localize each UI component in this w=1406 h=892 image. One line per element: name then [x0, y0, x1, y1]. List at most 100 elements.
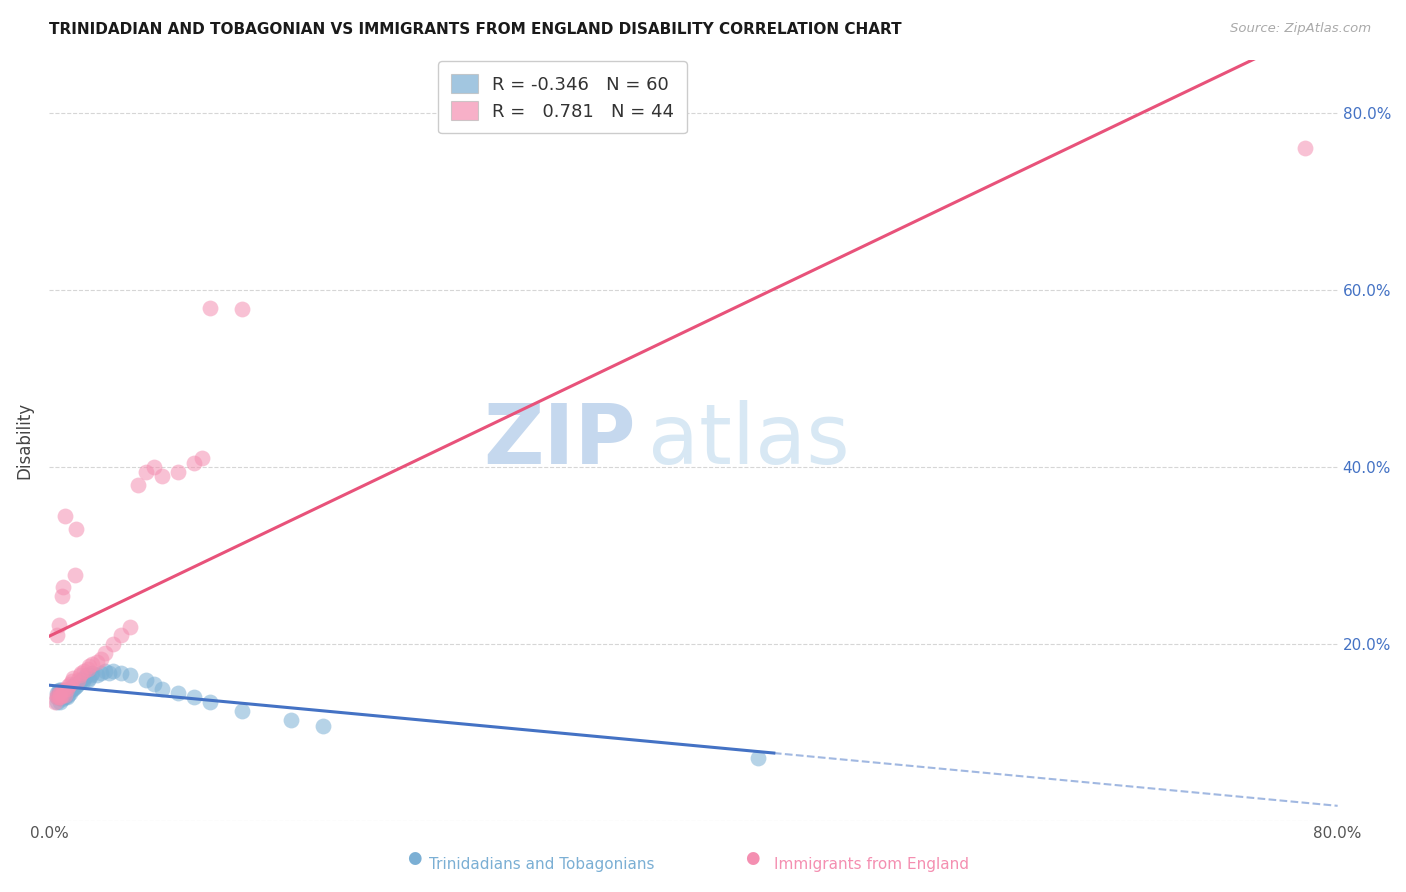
Point [59, 677, 82, 691]
Point [77, 659, 100, 673]
Point [48, 690, 70, 705]
Point [49, 695, 72, 709]
Point [80, 668, 103, 682]
Point [118, 668, 141, 682]
Point [76, 673, 98, 687]
Point [51, 692, 73, 706]
Point [110, 628, 132, 642]
Point [51, 683, 73, 698]
Point [231, 302, 253, 317]
Point [49, 686, 72, 700]
Point [166, 686, 188, 700]
Point [191, 451, 214, 466]
Point [166, 465, 188, 479]
Point [55, 681, 77, 696]
Point [46, 690, 69, 705]
Point [49, 690, 72, 705]
Point [73, 671, 96, 685]
Point [59, 686, 82, 700]
Point [198, 695, 221, 709]
Legend: R = -0.346   N = 60, R =   0.781   N = 44: R = -0.346 N = 60, R = 0.781 N = 44 [439, 61, 688, 133]
Point [62, 679, 84, 693]
Point [52, 683, 75, 698]
Point [53, 685, 76, 699]
Point [55, 690, 77, 705]
Point [63, 680, 86, 694]
Point [48, 690, 70, 705]
Point [62, 671, 84, 685]
Point [63, 568, 86, 582]
Point [62, 681, 84, 696]
Point [73, 664, 96, 678]
Point [53, 688, 76, 702]
Point [44, 695, 66, 709]
Point [127, 478, 149, 492]
Point [312, 719, 335, 733]
Text: atlas: atlas [648, 400, 851, 481]
Text: ZIP: ZIP [482, 400, 636, 481]
Point [82, 657, 104, 671]
Point [89, 665, 111, 680]
Point [58, 688, 80, 702]
Text: TRINIDADIAN AND TOBAGONIAN VS IMMIGRANTS FROM ENGLAND DISABILITY CORRELATION CHA: TRINIDADIAN AND TOBAGONIAN VS IMMIGRANTS… [49, 22, 901, 37]
Point [65, 679, 87, 693]
Point [49, 690, 72, 705]
Point [46, 628, 69, 642]
Point [69, 675, 91, 690]
Point [97, 665, 120, 680]
Point [198, 301, 221, 315]
Point [52, 688, 75, 702]
Point [110, 665, 132, 680]
Point [52, 690, 75, 705]
Point [65, 522, 87, 536]
Point [70, 665, 93, 680]
Point [103, 664, 125, 678]
Point [46, 688, 69, 702]
Point [77, 671, 100, 685]
Point [48, 617, 70, 632]
Point [52, 580, 75, 594]
Point [60, 674, 83, 689]
Point [69, 668, 91, 682]
Point [55, 686, 77, 700]
Point [94, 664, 117, 678]
Point [49, 688, 72, 702]
Point [70, 673, 93, 687]
Text: Immigrants from England: Immigrants from England [775, 857, 969, 872]
Point [231, 704, 253, 718]
Point [142, 677, 165, 691]
Point [60, 681, 83, 696]
Point [53, 690, 76, 705]
Point [46, 695, 69, 709]
Point [1294, 141, 1316, 155]
Text: ●: ● [408, 849, 422, 867]
Point [183, 690, 205, 705]
Text: Trinidadians and Tobagonians: Trinidadians and Tobagonians [429, 857, 654, 872]
Point [75, 668, 97, 682]
Point [72, 674, 94, 689]
Point [51, 690, 73, 705]
Point [48, 686, 70, 700]
Point [183, 456, 205, 470]
Y-axis label: Disability: Disability [15, 402, 32, 479]
Point [48, 690, 70, 705]
Point [48, 683, 70, 698]
Point [53, 508, 76, 523]
Point [66, 673, 89, 687]
Point [51, 589, 73, 603]
Point [103, 637, 125, 651]
Point [76, 662, 98, 676]
Point [46, 686, 69, 700]
Point [60, 680, 83, 694]
Point [58, 679, 80, 693]
Point [59, 683, 82, 698]
Point [89, 652, 111, 666]
Text: Source: ZipAtlas.com: Source: ZipAtlas.com [1230, 22, 1371, 36]
Point [46, 690, 69, 705]
Point [49, 686, 72, 700]
Point [280, 713, 302, 727]
Point [86, 655, 108, 669]
Point [82, 665, 104, 680]
Point [51, 688, 73, 702]
Point [135, 673, 157, 687]
